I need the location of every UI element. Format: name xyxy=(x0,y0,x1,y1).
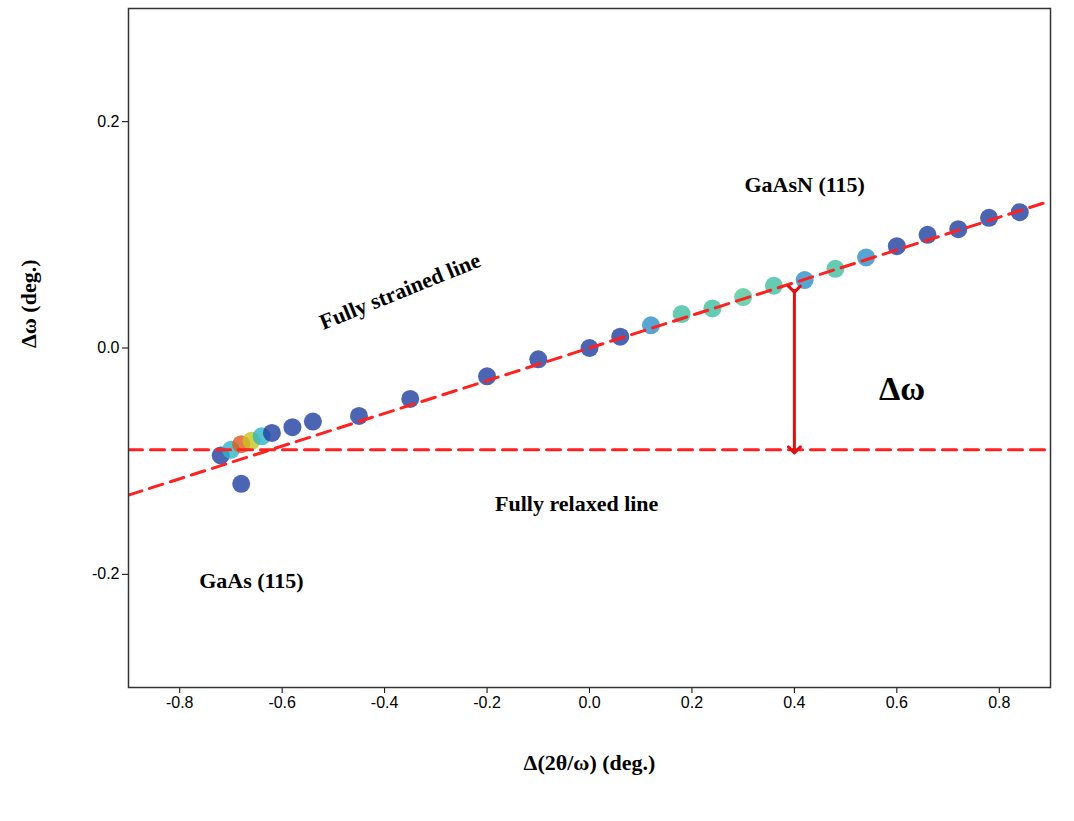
svg-text:0.2: 0.2 xyxy=(681,694,703,711)
svg-text:Δ(2θ/ω) (deg.): Δ(2θ/ω) (deg.) xyxy=(524,750,656,775)
svg-text:0.0: 0.0 xyxy=(97,339,119,356)
svg-text:0.4: 0.4 xyxy=(783,694,805,711)
svg-text:0.8: 0.8 xyxy=(988,694,1010,711)
svg-text:0.0: 0.0 xyxy=(578,694,600,711)
svg-text:Δω: Δω xyxy=(879,370,925,407)
svg-text:0.6: 0.6 xyxy=(886,694,908,711)
svg-text:-0.2: -0.2 xyxy=(473,694,501,711)
svg-text:-0.6: -0.6 xyxy=(268,694,296,711)
svg-text:Δω (deg.): Δω (deg.) xyxy=(16,259,41,348)
svg-text:-0.2: -0.2 xyxy=(92,565,120,582)
svg-text:-0.8: -0.8 xyxy=(166,694,194,711)
svg-text:GaAsN (115): GaAsN (115) xyxy=(744,172,864,197)
svg-text:0.2: 0.2 xyxy=(97,113,119,130)
svg-text:-0.4: -0.4 xyxy=(371,694,399,711)
svg-text:Fully relaxed line: Fully relaxed line xyxy=(495,491,659,516)
svg-text:GaAs (115): GaAs (115) xyxy=(199,568,304,593)
svg-text:Fully strained line: Fully strained line xyxy=(316,247,484,334)
